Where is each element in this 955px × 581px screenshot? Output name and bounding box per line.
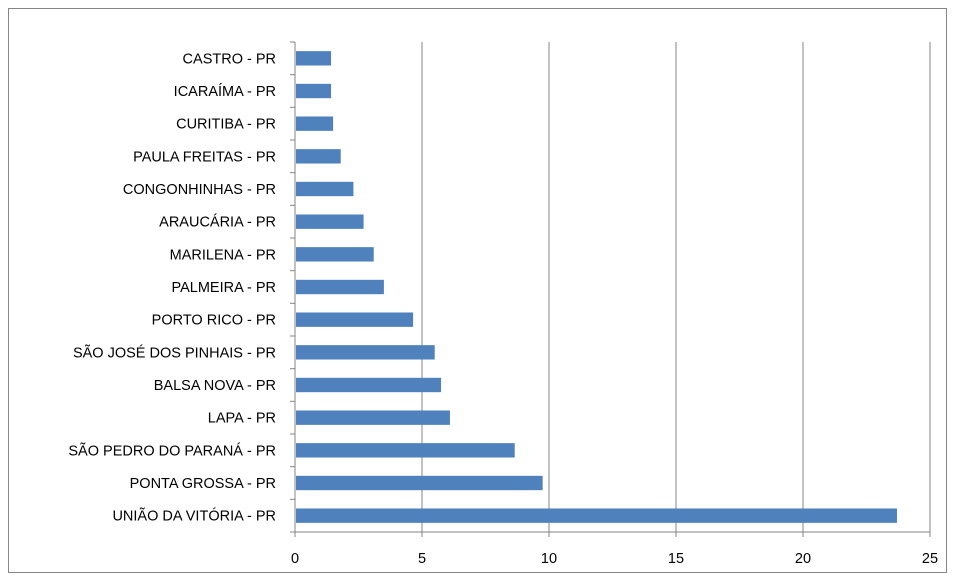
category-label: PALMEIRA - PR xyxy=(172,280,276,296)
bar xyxy=(296,410,450,425)
bar xyxy=(296,475,543,491)
category-label: PORTO RICO - PR xyxy=(152,313,276,329)
bar xyxy=(296,345,435,360)
grid-lines xyxy=(421,42,931,532)
bar xyxy=(296,181,354,197)
category-label: LAPA - PR xyxy=(208,411,276,427)
bar xyxy=(296,247,374,262)
bar xyxy=(296,51,332,66)
x-tick-label: 5 xyxy=(418,551,426,567)
category-label: CURITIBA - PR xyxy=(176,117,276,133)
bar xyxy=(296,149,341,164)
category-label: PAULA FREITAS - PR xyxy=(133,149,276,165)
bars xyxy=(296,51,897,523)
category-label: CASTRO - PR xyxy=(183,51,276,67)
bar xyxy=(296,83,332,99)
bar xyxy=(296,116,334,131)
x-tick-label: 15 xyxy=(668,551,684,567)
bar xyxy=(296,312,414,327)
category-label: BALSA NOVA - PR xyxy=(154,378,276,394)
category-label: ARAUCÁRIA - PR xyxy=(159,214,276,231)
bar xyxy=(296,279,384,295)
category-label: UNIÃO DA VITÓRIA - PR xyxy=(112,508,276,525)
category-label: SÃO JOSÉ DOS PINHAIS - PR xyxy=(73,344,276,361)
category-label: ICARAÍMA - PR xyxy=(174,83,276,100)
labels: 0 5 10 15 20 25 UNIÃO DA VITÓRIA - PR PONTA GRO… xyxy=(68,51,938,567)
bar xyxy=(296,377,442,393)
x-tick-label: 20 xyxy=(795,551,811,567)
x-tick-label: 10 xyxy=(541,551,557,567)
category-label: SÃO PEDRO DO PARANÁ - PR xyxy=(68,442,276,459)
axes xyxy=(290,41,931,537)
category-label: PONTA GROSSA - PR xyxy=(130,476,276,492)
category-label: MARILENA - PR xyxy=(170,247,276,263)
bar xyxy=(296,508,897,523)
x-tick-label: 25 xyxy=(922,551,938,567)
bar xyxy=(296,443,515,458)
bar xyxy=(296,214,364,229)
category-label: CONGONHINHAS - PR xyxy=(123,182,276,198)
x-tick-label: 0 xyxy=(291,551,299,567)
